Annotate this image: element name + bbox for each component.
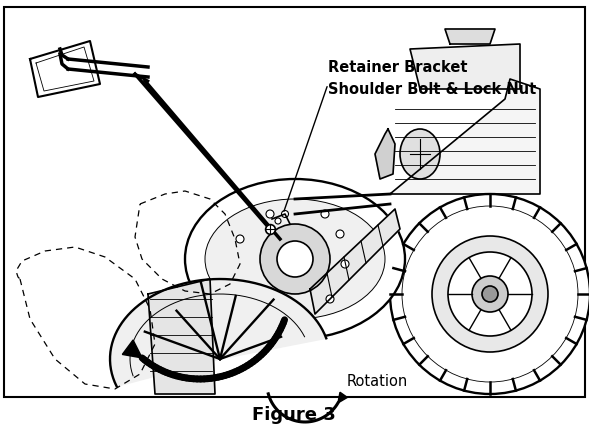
Circle shape	[482, 286, 498, 302]
Text: Rotation: Rotation	[347, 374, 408, 389]
Circle shape	[341, 260, 349, 268]
Circle shape	[336, 230, 344, 239]
Polygon shape	[148, 279, 215, 394]
Circle shape	[277, 242, 313, 277]
Circle shape	[432, 236, 548, 352]
Polygon shape	[338, 392, 348, 403]
Circle shape	[321, 210, 329, 219]
Text: Shoulder Bolt & Lock Nut: Shoulder Bolt & Lock Nut	[328, 82, 536, 97]
Text: Retainer Bracket: Retainer Bracket	[328, 60, 468, 75]
Text: Figure 3: Figure 3	[252, 405, 336, 423]
Circle shape	[260, 225, 330, 294]
Ellipse shape	[205, 199, 385, 319]
Polygon shape	[445, 30, 495, 45]
Polygon shape	[375, 130, 395, 180]
Circle shape	[282, 211, 289, 218]
Polygon shape	[110, 279, 326, 386]
Polygon shape	[123, 340, 142, 358]
Circle shape	[326, 295, 334, 303]
Circle shape	[275, 219, 281, 225]
Polygon shape	[410, 45, 520, 90]
Ellipse shape	[185, 180, 405, 339]
Circle shape	[266, 210, 274, 219]
Circle shape	[402, 207, 578, 382]
Polygon shape	[390, 80, 540, 195]
Circle shape	[448, 253, 532, 336]
Polygon shape	[30, 42, 100, 98]
Circle shape	[472, 276, 508, 312]
Ellipse shape	[400, 130, 440, 180]
Polygon shape	[310, 210, 400, 314]
Circle shape	[236, 236, 244, 243]
Circle shape	[261, 315, 269, 323]
Circle shape	[390, 195, 589, 394]
Circle shape	[251, 285, 259, 294]
